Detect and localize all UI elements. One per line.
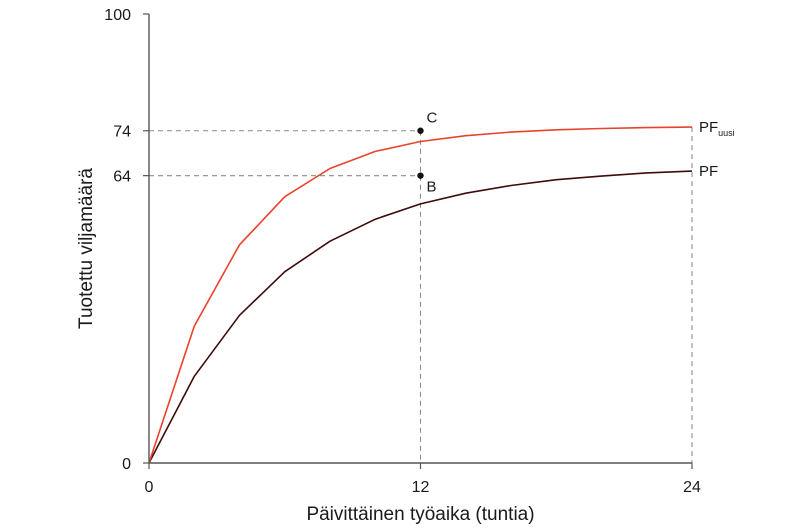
y-axis-title: Tuotettu viljamäärä	[76, 168, 97, 329]
point-label-c: C	[427, 110, 438, 127]
point-label-b: B	[427, 179, 437, 196]
y-tick-label: 0	[122, 456, 131, 473]
x-axis-title: Päivittäinen työaika (tuntia)	[306, 504, 534, 525]
x-tick-label: 12	[412, 479, 430, 496]
x-tick-label: 0	[145, 479, 154, 496]
x-tick-label: 24	[683, 479, 701, 496]
series-line-pf	[148, 170, 693, 464]
reference-lines	[149, 127, 693, 463]
series-layer: PF PFuusi	[148, 119, 735, 464]
series-line-pfuusi	[148, 126, 693, 464]
y-tick-label: 64	[113, 169, 131, 186]
series-label-pfuusi: PFuusi	[699, 119, 735, 138]
point-c	[417, 127, 424, 134]
points-layer: CB	[417, 110, 438, 196]
series-label-pf: PF	[699, 163, 718, 180]
y-tick-label: 74	[113, 124, 131, 141]
point-b	[417, 172, 424, 179]
tick-labels: 0 64 74 100 0 12 24	[104, 7, 701, 496]
series-label-subscript: uusi	[718, 128, 735, 138]
y-tick-label: 100	[104, 7, 131, 24]
